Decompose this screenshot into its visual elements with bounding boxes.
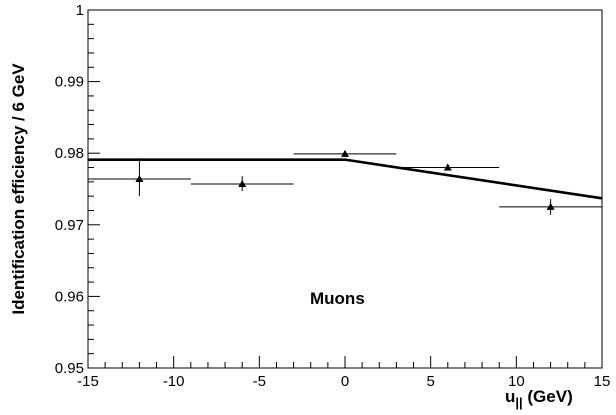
x-axis-ticks [87, 356, 603, 368]
y-tick-label: 0.99 [55, 74, 84, 91]
plot-frame [87, 9, 603, 369]
y-axis-tick-labels: 0.95 0.96 0.97 0.98 0.99 1 [55, 2, 84, 377]
x-axis-title: u|| (GeV) [505, 387, 573, 410]
y-tick-label: 0.98 [55, 145, 84, 162]
x-axis-title-unit: (GeV) [523, 387, 573, 406]
x-tick-label: 0 [341, 373, 349, 390]
y-tick-label: 0.95 [55, 360, 84, 377]
data-point [546, 202, 555, 210]
data-point [238, 179, 247, 187]
data-point [341, 149, 349, 157]
x-tick-label: 15 [594, 373, 611, 390]
y-axis-title: Identification efficiency / 6 GeV [9, 63, 28, 315]
x-tick-label: -10 [163, 373, 185, 390]
x-axis-title-main: u [505, 387, 515, 406]
data-point [443, 163, 452, 171]
y-axis-ticks [88, 9, 100, 369]
x-axis-title-subscript: || [515, 395, 522, 410]
x-tick-label: -15 [77, 373, 99, 390]
x-tick-label: -5 [253, 373, 266, 390]
x-axis-tick-labels: -15 -10 -5 0 5 10 15 [77, 373, 610, 390]
y-tick-label: 0.97 [55, 217, 84, 234]
y-tick-label: 1 [76, 2, 84, 19]
data-markers [135, 149, 555, 210]
annotation-muons: Muons [310, 289, 365, 308]
x-tick-label: 5 [426, 373, 434, 390]
data-point [135, 174, 144, 182]
x-tick-label: 10 [508, 373, 525, 390]
y-tick-label: 0.96 [55, 288, 84, 305]
fit-line [88, 158, 603, 200]
